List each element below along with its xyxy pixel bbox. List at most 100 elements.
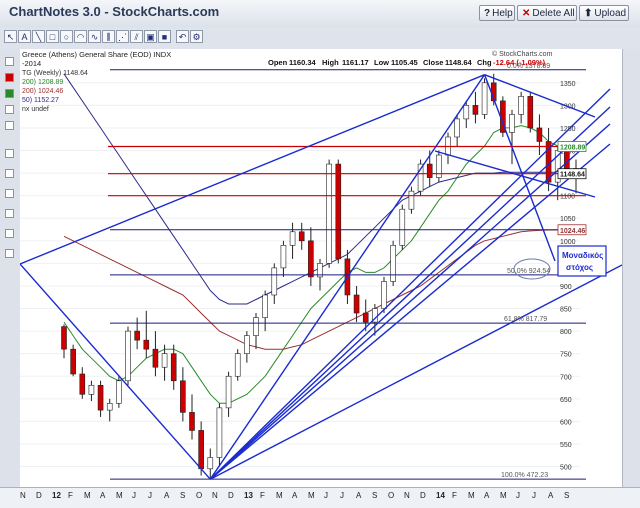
- ohlc-open-label: Open: [268, 58, 288, 67]
- ohlc-low-label: Low: [374, 58, 389, 67]
- candle-body: [408, 190, 415, 210]
- trend-line: [209, 123, 611, 480]
- delete-all-button[interactable]: ✕ Delete All: [517, 5, 577, 21]
- candle-body: [509, 114, 515, 133]
- swatch-1[interactable]: [5, 57, 14, 66]
- arrow-pointer-icon[interactable]: ↖: [4, 30, 17, 43]
- arc-icon[interactable]: ◠: [74, 30, 87, 43]
- x-tick-label: 12: [52, 491, 61, 500]
- price-tag-label: 1024.46: [560, 228, 585, 235]
- y-tick-label: 1050: [560, 216, 576, 223]
- y-tick-label: 1350: [560, 81, 576, 88]
- trend-line: [209, 264, 623, 480]
- swatch-8[interactable]: [5, 189, 14, 198]
- x-tick-label: J: [340, 491, 344, 500]
- candle-body: [527, 96, 534, 129]
- candle-body: [280, 245, 287, 269]
- candle-body: [125, 330, 131, 382]
- swatch-5[interactable]: [5, 121, 14, 130]
- candle-body: [353, 294, 360, 314]
- help-button[interactable]: ? Help: [479, 5, 515, 21]
- fib-level-label: 61.8% 817.79: [504, 316, 547, 323]
- settings-icon[interactable]: ⚙: [190, 30, 203, 43]
- x-tick-label: J: [324, 491, 328, 500]
- candle-body: [116, 380, 122, 404]
- x-tick-label: J: [516, 491, 520, 500]
- app-title: ChartNotes 3.0 - StockCharts.com: [9, 4, 220, 19]
- y-tick-label: 700: [560, 374, 572, 381]
- ohlc-high: 1161.17: [342, 58, 369, 67]
- swatch-7[interactable]: [5, 169, 14, 178]
- legend-price: TG (Weekly) 1148.64: [22, 70, 88, 77]
- target-note-line1: Μοναδικός: [562, 251, 603, 260]
- x-tick-label: D: [420, 491, 426, 500]
- swatch-9[interactable]: [5, 209, 14, 218]
- help-label: Help: [492, 8, 513, 19]
- y-tick-label: 1000: [560, 239, 576, 246]
- x-tick-label: A: [484, 491, 490, 500]
- moving-average-line: [63, 229, 576, 350]
- candle-body: [317, 263, 323, 278]
- upload-icon: ⬆: [584, 8, 593, 19]
- candle-body: [134, 330, 140, 341]
- target-note-box[interactable]: Μοναδικός στόχος: [557, 245, 607, 277]
- x-tick-label: D: [228, 491, 234, 500]
- candle-body: [207, 457, 214, 470]
- gann-fan-icon[interactable]: ⋰: [116, 30, 129, 43]
- rectangle-icon[interactable]: □: [46, 30, 59, 43]
- text-a-icon[interactable]: A: [18, 30, 31, 43]
- swatch-11[interactable]: [5, 249, 14, 258]
- ohlc-chg: -12.64 (-1.09%): [493, 58, 546, 67]
- candle-body: [481, 82, 488, 115]
- candle-body: [399, 208, 406, 246]
- ellipse-icon[interactable]: ○: [60, 30, 73, 43]
- x-tick-label: D: [36, 491, 42, 500]
- upload-button[interactable]: ⬆ Upload: [579, 5, 629, 21]
- fibonacci-icon[interactable]: ⫼: [102, 30, 115, 43]
- candle-body: [180, 380, 186, 413]
- candle-body: [152, 348, 159, 368]
- legend-ma-1: 200) 1208.89: [22, 79, 63, 86]
- x-tick-label: S: [180, 491, 186, 500]
- swatch-6[interactable]: [5, 149, 14, 158]
- undo-icon[interactable]: ↶: [176, 30, 189, 43]
- y-tick-label: 750: [560, 352, 572, 359]
- x-tick-label: N: [20, 491, 26, 500]
- trend-line: [19, 74, 485, 265]
- swatch-10[interactable]: [5, 229, 14, 238]
- image-icon[interactable]: ▣: [144, 30, 157, 43]
- candle-body: [326, 163, 332, 264]
- x-tick-label: S: [372, 491, 378, 500]
- x-tick-label: A: [292, 491, 298, 500]
- x-tick-label: M: [116, 491, 123, 500]
- chart-area[interactable]: 1350130012501200115011001050100095090085…: [19, 49, 623, 487]
- target-ellipse: [513, 258, 551, 280]
- ohlc-high-label: High: [322, 58, 339, 67]
- swatch-3[interactable]: [5, 89, 14, 98]
- candle-body: [216, 407, 223, 458]
- x-axis: N D 12 F M A M J J A S O N D 13 F M A M J J A S O N D 14 F M A M J J A S: [0, 487, 640, 508]
- candle-body: [97, 384, 104, 411]
- line-icon[interactable]: ╲: [32, 30, 45, 43]
- trend-line: [209, 106, 611, 480]
- swatch-4[interactable]: [5, 105, 14, 114]
- x-tick-label: F: [68, 491, 73, 500]
- candle-body: [70, 348, 76, 375]
- trendline-icon[interactable]: ∿: [88, 30, 101, 43]
- candle-body: [106, 403, 113, 411]
- candle-body: [88, 384, 95, 395]
- trend-line: [483, 74, 556, 262]
- right-scroll-strip[interactable]: [622, 49, 640, 487]
- color-icon[interactable]: ■: [158, 30, 171, 43]
- price-chart: 1350130012501200115011001050100095090085…: [19, 49, 623, 487]
- candle-body: [161, 353, 168, 368]
- candle-body: [298, 231, 305, 242]
- channel-icon[interactable]: ⫽: [130, 30, 143, 43]
- title-bar: ChartNotes 3.0 - StockCharts.com ? Help ✕…: [0, 0, 640, 28]
- candle-body: [381, 281, 387, 309]
- candle-body: [143, 339, 150, 350]
- swatch-2[interactable]: [5, 73, 14, 82]
- x-tick-label: M: [308, 491, 315, 500]
- candle-body: [170, 353, 177, 382]
- y-tick-label: 600: [560, 419, 572, 426]
